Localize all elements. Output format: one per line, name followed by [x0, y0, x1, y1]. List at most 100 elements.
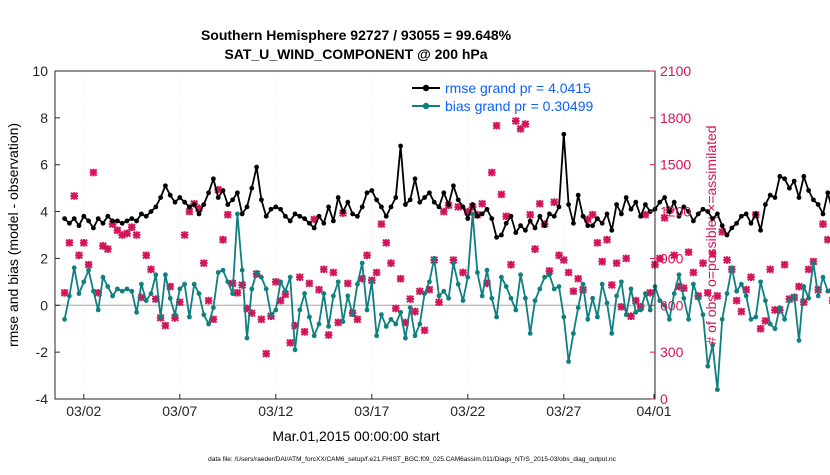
rmse-point	[623, 195, 629, 200]
bias-point	[268, 312, 274, 318]
obs-point	[425, 285, 434, 294]
rmse-point	[551, 213, 557, 219]
rmse-point	[297, 213, 303, 219]
obs-point	[137, 293, 146, 302]
bias-point	[460, 298, 466, 303]
obs-point	[449, 256, 458, 264]
obs-point	[271, 277, 280, 286]
rmse-point	[695, 211, 701, 217]
rmse-point	[547, 211, 552, 217]
bias-point	[153, 272, 159, 278]
bias-point	[182, 281, 188, 287]
bias-line	[63, 212, 830, 391]
bias-point	[503, 284, 509, 289]
obs-point	[819, 220, 827, 228]
rmse-point	[585, 223, 591, 229]
bias-point	[412, 333, 418, 339]
obs-point	[233, 288, 242, 297]
rmse-point	[139, 211, 144, 217]
bias-point	[599, 281, 605, 287]
rmse-point	[374, 197, 379, 203]
rmse-point	[86, 218, 91, 224]
rmse-point	[561, 131, 567, 137]
obs-point	[411, 307, 419, 316]
obs-point	[771, 306, 779, 314]
rmse-point	[379, 204, 384, 210]
obs-point	[79, 238, 88, 247]
obs-point	[147, 265, 155, 274]
bias-point	[638, 307, 643, 313]
bias-point	[345, 293, 351, 299]
y2-tick-label: 600	[660, 297, 684, 313]
bias-point	[604, 300, 610, 306]
obs-point	[535, 199, 544, 208]
rmse-point	[787, 185, 792, 191]
bias-point	[158, 314, 164, 320]
bias-point	[95, 307, 101, 313]
bias-point	[753, 314, 759, 320]
obs-point	[89, 168, 98, 177]
bias-point	[623, 312, 629, 318]
rmse-point	[403, 202, 408, 207]
bias-point	[335, 279, 341, 285]
bias-point	[167, 295, 173, 301]
bias-point	[508, 295, 514, 301]
rmse-point	[643, 202, 648, 207]
obs-point	[708, 249, 717, 258]
rmse-point	[748, 220, 754, 226]
gridlines	[83, 71, 655, 399]
rmse-point	[259, 197, 264, 203]
rmse-point	[163, 183, 168, 189]
rmse-point	[513, 230, 519, 236]
rmse-point	[158, 195, 164, 200]
rmse-point	[676, 213, 682, 219]
bias-point	[609, 331, 615, 336]
rmse-point	[292, 211, 298, 217]
rmse-point	[465, 216, 471, 222]
rmse-point	[407, 197, 413, 203]
obs-point	[315, 285, 323, 294]
x-tick-label: 03/02	[66, 403, 101, 419]
obs-point	[564, 268, 573, 277]
y2-tick-label: 1500	[660, 157, 691, 173]
rmse-point	[494, 234, 499, 240]
obs-point	[723, 256, 731, 264]
obs-point	[310, 215, 319, 224]
bias-point	[518, 272, 523, 278]
bias-point	[441, 288, 447, 294]
obs-point	[180, 231, 189, 239]
bias-point	[230, 291, 236, 296]
obs-point	[713, 292, 722, 300]
x-axis-label: Mar.01,2015 00:00:00 start	[272, 428, 439, 444]
rmse-point	[311, 225, 317, 231]
obs-point	[718, 227, 727, 236]
chart-title: Southern Hemisphere 92727 / 93055 = 99.6…	[201, 27, 512, 43]
obs-point	[703, 288, 712, 297]
bias-point	[225, 279, 231, 285]
rmse-point	[599, 220, 605, 226]
y2-axis-label: # of obs: o=possible; ×=assimilated	[703, 125, 719, 344]
obs-point	[132, 231, 141, 239]
rmse-point	[710, 216, 715, 222]
obs-point	[199, 259, 208, 268]
obs-point	[593, 238, 602, 247]
bias-point	[407, 305, 413, 311]
obs-point	[660, 213, 669, 222]
bias-point	[763, 298, 768, 303]
obs-point	[204, 296, 213, 305]
y-tick-label: 6	[40, 157, 48, 173]
obs-point	[497, 190, 506, 199]
rmse-point	[335, 195, 341, 200]
rmse-point	[100, 220, 106, 226]
rmse-point	[369, 188, 375, 193]
plot-frame	[54, 70, 656, 400]
rmse-point	[302, 216, 307, 222]
rmse-point	[767, 192, 773, 198]
rmse-point	[734, 220, 739, 226]
x-tick-label: 03/22	[450, 403, 485, 419]
obs-point	[363, 251, 371, 260]
bias-point	[100, 274, 106, 280]
rmse-point	[811, 197, 816, 203]
rmse-point	[609, 227, 615, 233]
bias-point	[148, 291, 154, 296]
